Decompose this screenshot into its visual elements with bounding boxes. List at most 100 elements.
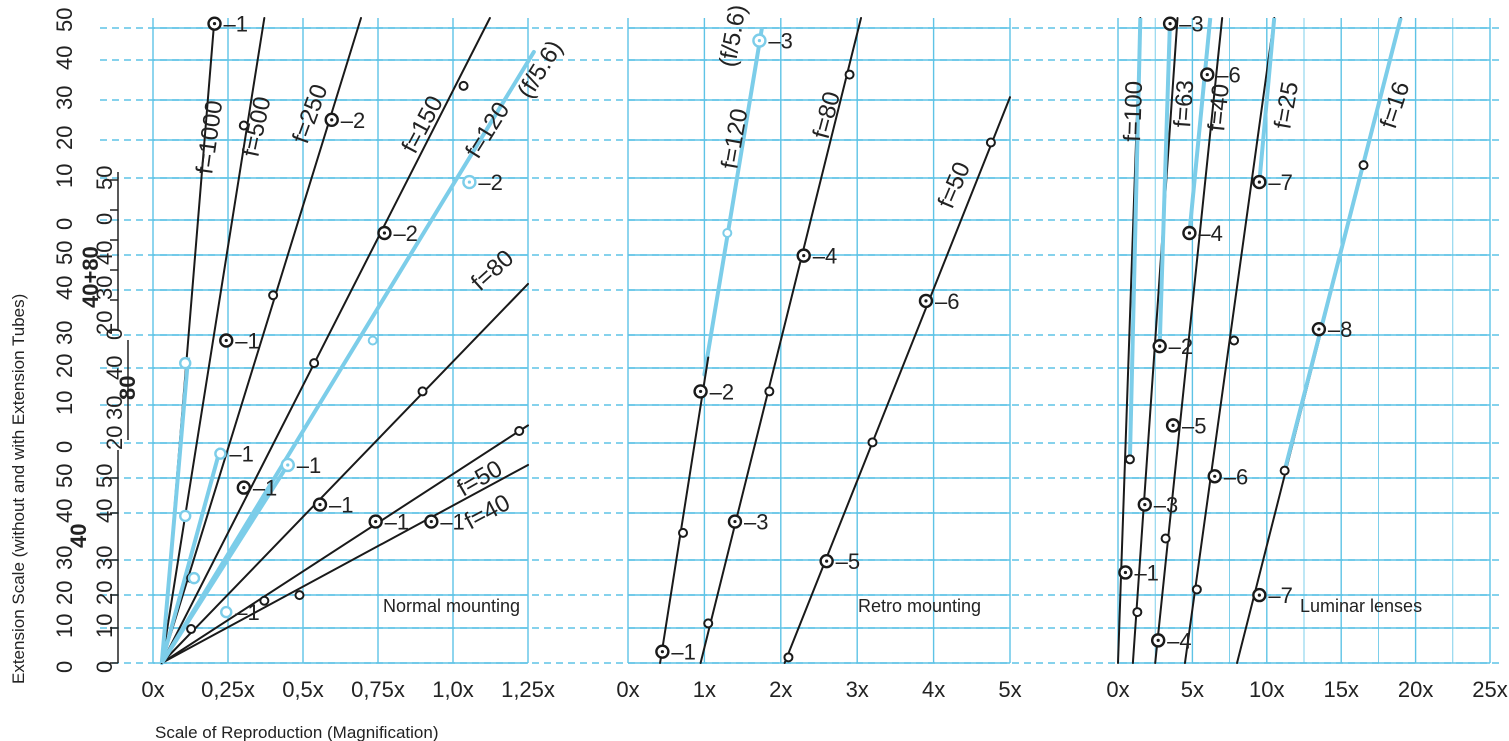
x-tick-label: 1x [693, 677, 716, 702]
stop-label: –3 [1154, 493, 1178, 518]
extension-tick-label: 10 [52, 614, 77, 638]
stop-marker-dot [330, 118, 334, 122]
series-line [659, 356, 710, 664]
inner-scale-tick-label: 20 [102, 426, 127, 450]
stop-label: –5 [1182, 413, 1206, 438]
stop-marker-dot [1205, 72, 1209, 77]
lens-label: f=120 [716, 107, 753, 172]
x-tick-label: 0,75x [351, 677, 405, 702]
stop-label: –6 [935, 289, 959, 314]
inner-scale-tick-label: 0 [92, 213, 117, 225]
stop-marker-dot [1171, 423, 1175, 427]
x-tick-label: 0,5x [282, 677, 324, 702]
point-marker [1279, 465, 1290, 476]
x-tick-label: 20x [1398, 677, 1433, 702]
stop-label: –2 [341, 108, 365, 133]
series-line [1131, 17, 1179, 664]
stop-label: –1 [440, 510, 464, 535]
stop-label: –2 [710, 379, 734, 404]
stop-label: –1 [235, 600, 259, 625]
extension-tick-label: 20 [52, 126, 77, 150]
blue-marker [220, 605, 233, 619]
stop-marker-dot [318, 502, 322, 507]
stop-label: –6 [1224, 464, 1248, 489]
point-marker [417, 386, 428, 397]
point-marker [294, 590, 305, 601]
stop-label: –3 [744, 510, 768, 535]
stop-label: –1 [253, 476, 277, 501]
series-line [160, 463, 529, 664]
series-line [1154, 17, 1224, 664]
y-axis-label: Extension Scale (without and with Extens… [9, 294, 28, 684]
inner-scale-tick-label: 20 [92, 311, 117, 335]
stop-label: –7 [1268, 583, 1292, 608]
stop-marker-dot [660, 650, 664, 654]
stop-marker-dot [382, 231, 387, 235]
stop-label: –4 [1167, 628, 1191, 653]
series-line-blue [159, 357, 191, 664]
extension-tick-label: 50 [52, 464, 77, 488]
grid [100, 18, 1500, 664]
point-marker [1124, 454, 1135, 465]
series-lines [159, 17, 1403, 665]
point-marker [985, 137, 996, 148]
stop-marker-dot [802, 254, 806, 258]
series-line-blue [159, 447, 223, 664]
extension-tick-label: 30 [52, 546, 77, 570]
point-marker [1358, 160, 1369, 171]
x-tick-label: 0x [1106, 677, 1129, 702]
inner-scale-tick-label: 30 [92, 276, 117, 300]
stop-label: –3 [768, 29, 792, 54]
extension-tick-label: 0 [52, 441, 77, 453]
lens-label: f=1000 [191, 99, 228, 176]
stop-label: –1 [229, 442, 253, 467]
stop-label: –1 [235, 329, 259, 354]
point-marker [867, 437, 878, 448]
x-tick-label: 2x [769, 677, 792, 702]
stop-marker-dot [757, 39, 762, 43]
inner-scale-tick-label: 30 [102, 396, 127, 420]
x-tick-label: 4x [922, 677, 945, 702]
point-marker [514, 426, 525, 437]
section-title-normal: Normal mounting [383, 596, 520, 616]
lens-label: f=25 [1269, 80, 1304, 131]
blue-marker [187, 571, 201, 585]
stop-marker-dot [286, 463, 290, 467]
point-marker [238, 120, 249, 131]
series-line-blue [1127, 17, 1143, 460]
extension-tick-label: 40 [52, 499, 77, 523]
point-marker [1160, 533, 1171, 544]
stop-marker-dot [1143, 502, 1147, 507]
stop-marker-dot [429, 519, 433, 524]
extension-tick-label: 10 [52, 164, 77, 188]
stop-marker-dot [212, 22, 217, 26]
section-title-retro: Retro mounting [858, 596, 981, 616]
stop-label: –2 [1169, 334, 1193, 359]
lens-label: f=250 [287, 81, 333, 147]
point-marker [367, 335, 378, 346]
stop-marker-dot [1187, 231, 1192, 235]
series-line [699, 17, 863, 664]
lens-label: f=80 [466, 245, 519, 297]
scale-label-80: 80 [115, 376, 140, 400]
inner-scale-tick-label: 10 [92, 614, 117, 638]
stop-marker-dot [1213, 474, 1217, 478]
chart-labels: Normal mounting Retro mounting Luminar l… [9, 3, 1508, 741]
stop-marker-dot [1317, 327, 1321, 331]
lens-label: f=50 [933, 158, 976, 212]
stop-label: –5 [836, 549, 860, 574]
point-marker [1191, 584, 1202, 595]
x-tick-label: 15x [1323, 677, 1358, 702]
point-marker [268, 290, 279, 301]
stop-marker-dot [1123, 570, 1128, 575]
x-tick-label: 1,25x [501, 677, 555, 702]
inner-scale-tick-label: 20 [92, 581, 117, 605]
stop-label: –1 [385, 510, 409, 535]
stop-marker-dot [242, 486, 246, 490]
stop-marker-dot [825, 559, 829, 563]
x-tick-label: 3x [846, 677, 869, 702]
lens-label: f=150 [396, 92, 448, 158]
point-marker [1229, 335, 1240, 346]
stop-marker-dot [1257, 180, 1261, 184]
